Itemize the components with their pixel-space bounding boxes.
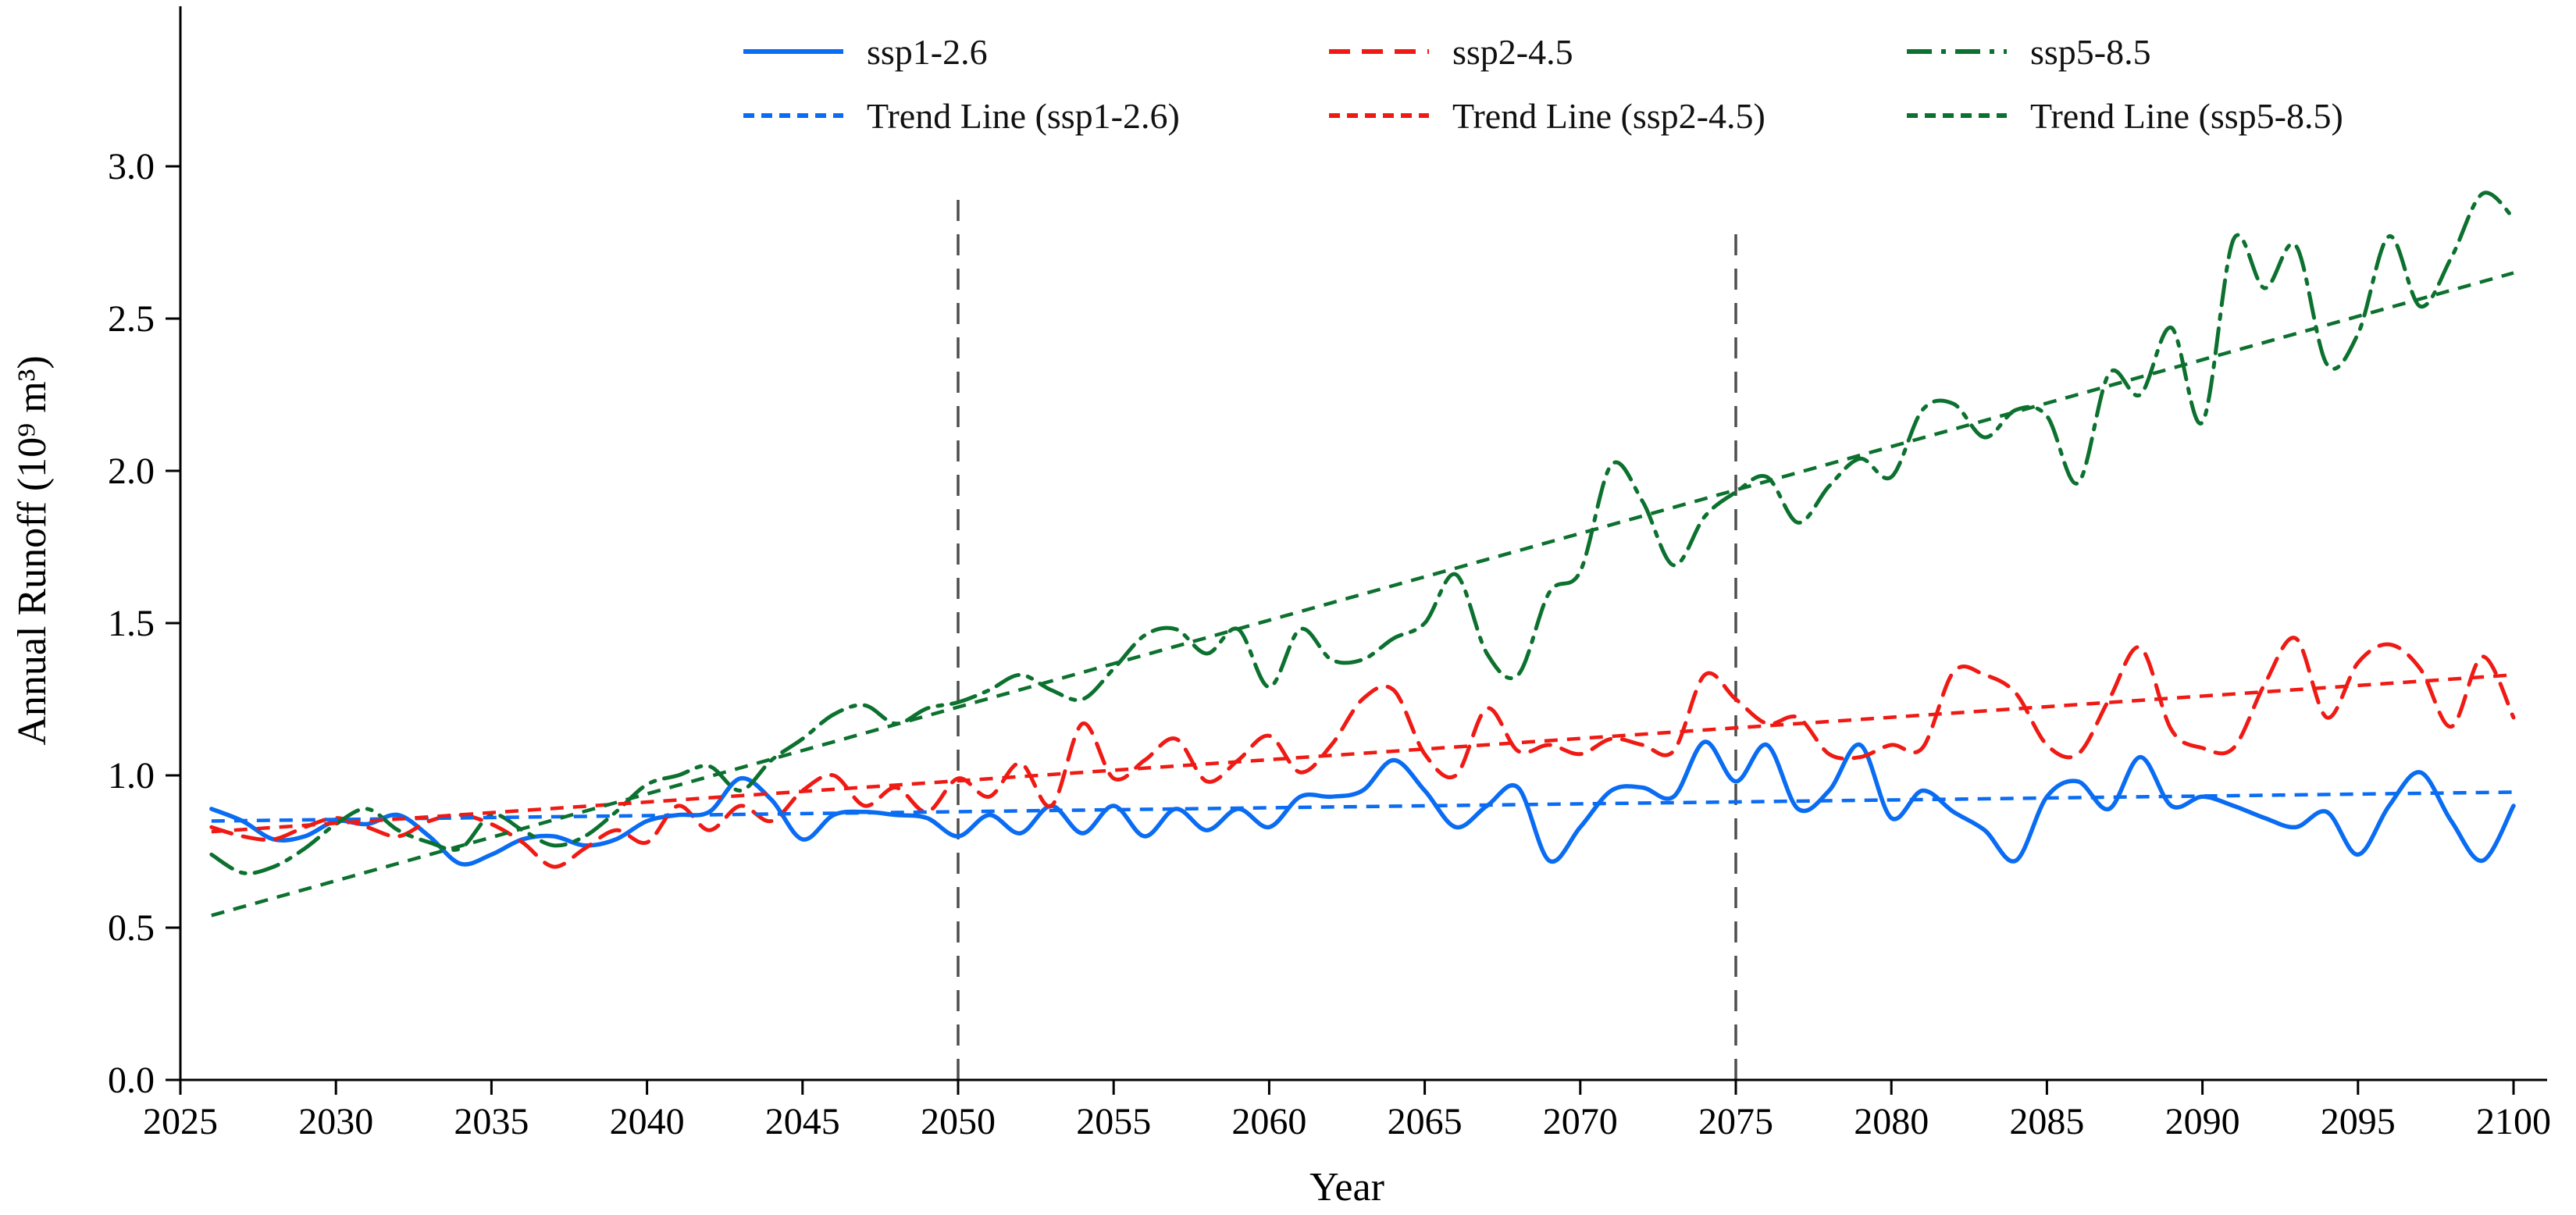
scenario-period-dividers [957,191,1737,1080]
y-tick-label: 1.0 [108,755,155,796]
y-tick-label: 1.5 [108,603,155,644]
data-series-lines [209,191,2516,917]
axes: 0.0 0.5 1.0 1.5 2.0 2.5 3.0 2025 2030 2035 2040 204… [108,6,2551,1142]
series-curve-ssp2-4.5 [209,636,2516,869]
x-tick-label: 2085 [2009,1101,2084,1142]
x-tick-label: 2080 [1854,1101,1929,1142]
x-axis-title: Year [1309,1165,1384,1210]
trend-line-Trend Line (ssp5-8.5) [211,271,2514,917]
x-tick-label: 2050 [921,1101,996,1142]
x-tick-label: 2095 [2321,1101,2396,1142]
y-tick-label: 0.5 [108,907,155,949]
x-tick-label: 2040 [610,1101,685,1142]
series-curve-ssp5-8.5 [209,191,2516,875]
x-tick-label: 2075 [1698,1101,1773,1142]
x-tick-label: 2100 [2476,1101,2551,1142]
x-tick-label: 2025 [143,1101,218,1142]
y-tick-label: 0.0 [108,1060,155,1101]
x-tick-label: 2030 [298,1101,373,1142]
x-tick-label: 2055 [1076,1101,1151,1142]
x-tick-label: 2035 [454,1101,529,1142]
x-tick-label: 2060 [1231,1101,1306,1142]
series-curve-ssp1-2.6 [209,739,2516,867]
y-tick-label: 2.5 [108,298,155,340]
x-tick-label: 2065 [1388,1101,1463,1142]
y-tick-label: 3.0 [108,146,155,187]
y-axis-title: Annual Runoff (10⁹ m³) [10,355,55,745]
y-tick-label: 2.0 [108,451,155,492]
x-tick-label: 2090 [2165,1101,2240,1142]
x-tick-label: 2070 [1543,1101,1618,1142]
x-tick-label: 2045 [765,1101,840,1142]
